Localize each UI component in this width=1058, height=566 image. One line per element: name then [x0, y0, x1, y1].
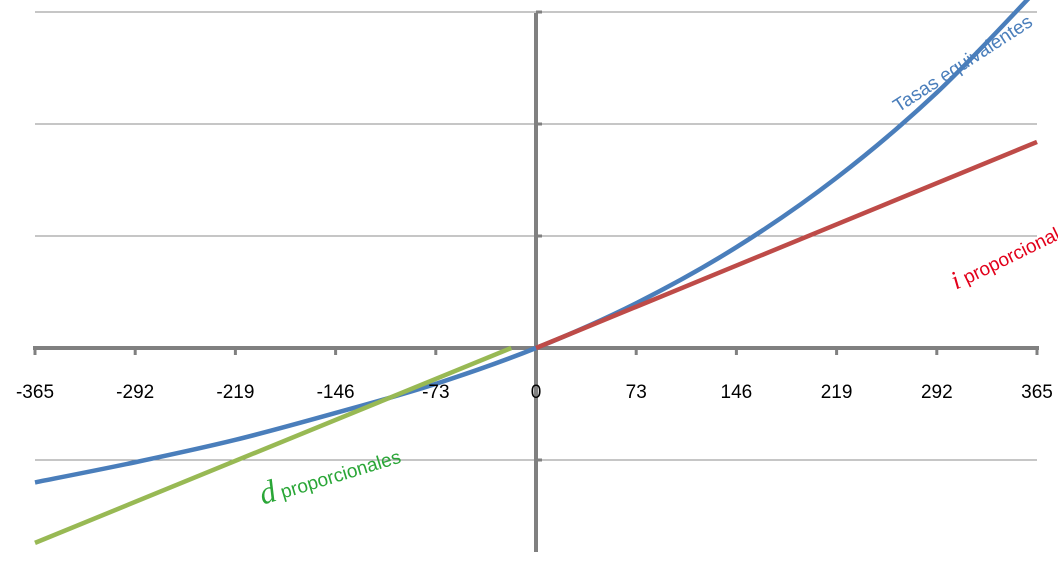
annotation-equiv: Tasas equivalentes	[890, 11, 1037, 117]
x-tick-label: -219	[216, 382, 254, 403]
x-tick-label: 73	[626, 382, 647, 403]
axes	[33, 10, 1039, 552]
series-line-prop_i	[535, 139, 1038, 351]
x-tick-label: 146	[721, 382, 753, 403]
annotation-label-prop_i: iproporcionales	[946, 209, 1058, 295]
x-tick-label: 365	[1021, 382, 1053, 403]
x-tick-label: 0	[531, 382, 542, 403]
x-tick-label: 292	[921, 382, 953, 403]
annotation-label-equiv: Tasas equivalentes	[890, 11, 1037, 117]
series-line-prop_d	[34, 345, 513, 545]
annotation-symbol-prop_d: d	[254, 472, 281, 511]
x-tick-label: -146	[317, 382, 355, 403]
curve-annotations: Tasas equivalentesiproporcionalesdpropor…	[254, 11, 1058, 511]
x-tick-label: -292	[116, 382, 154, 403]
series	[34, 0, 1038, 545]
x-tick-label: -73	[422, 382, 449, 403]
annotation-text-prop_i: proporcionales	[960, 215, 1058, 289]
annotation-text-prop_d: proporcionales	[278, 447, 403, 504]
annotation-prop_i: iproporcionales	[946, 209, 1058, 295]
x-tick-labels: -365 -292 -219 -146 -73 0 73 146 219 292 365	[16, 382, 1053, 403]
x-tick-label: -365	[16, 382, 54, 403]
x-tick-label: 219	[821, 382, 853, 403]
